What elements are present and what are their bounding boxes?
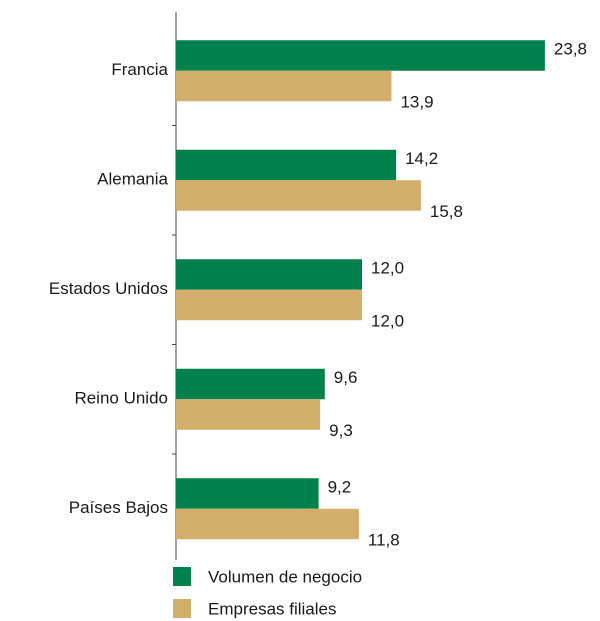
legend-swatch	[173, 567, 191, 586]
data-label: 23,8	[554, 40, 587, 59]
bar	[176, 259, 362, 290]
data-label: 9,3	[329, 421, 353, 440]
data-label: 12,0	[371, 259, 404, 278]
legend-label: Empresas filiales	[208, 599, 337, 618]
bar	[176, 289, 362, 321]
bar	[176, 149, 397, 181]
category-label: Francia	[111, 60, 168, 79]
bar	[176, 478, 319, 509]
category-label: Reino Unido	[74, 389, 168, 408]
legend-swatch	[173, 599, 191, 618]
bar	[176, 40, 545, 71]
data-label: 15,8	[430, 202, 463, 221]
bar	[176, 508, 359, 540]
data-label: 12,0	[371, 312, 404, 331]
bar	[176, 368, 325, 400]
bar	[176, 399, 321, 430]
bar	[176, 180, 421, 211]
data-label: 11,8	[368, 531, 400, 550]
legend-label: Volumen de negocio	[208, 567, 362, 586]
category-label: Países Bajos	[69, 498, 168, 517]
bar	[176, 70, 392, 102]
data-label: 14,2	[405, 149, 438, 168]
category-label: Estados Unidos	[49, 279, 168, 298]
data-label: 13,9	[400, 93, 433, 112]
data-label: 9,6	[334, 368, 358, 387]
category-label: Alemania	[97, 170, 168, 189]
data-label: 9,2	[328, 478, 352, 497]
